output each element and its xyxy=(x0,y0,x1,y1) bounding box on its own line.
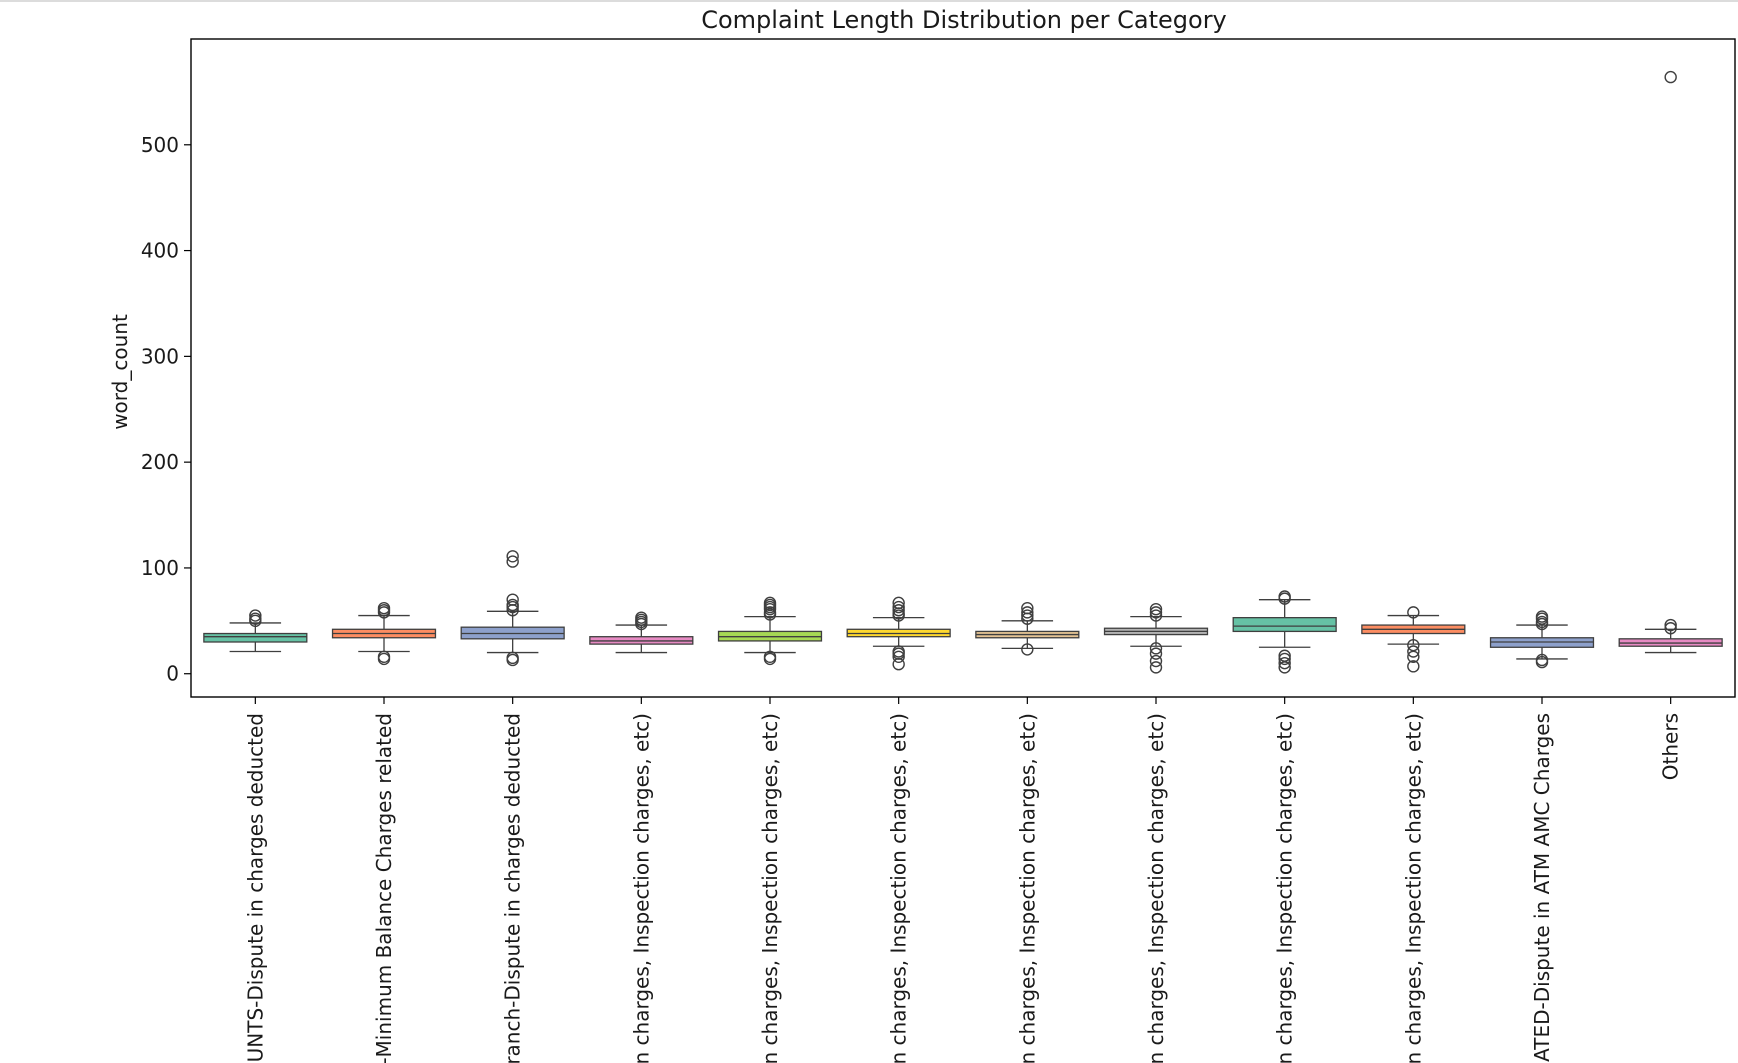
y-tick-label: 300 xyxy=(141,344,179,368)
outlier-point xyxy=(1021,601,1034,615)
outlier-point xyxy=(506,593,519,606)
outlier-point xyxy=(1278,649,1291,662)
outlier-point xyxy=(1149,606,1163,619)
box-iqr xyxy=(1232,617,1337,633)
x-tick-label: n charges, Inspection charges, etc) xyxy=(1144,713,1168,1063)
outlier-point xyxy=(763,596,777,610)
box-group xyxy=(975,601,1080,656)
outlier-point xyxy=(1535,615,1549,629)
outlier-point xyxy=(1407,645,1420,658)
outlier-point xyxy=(1278,590,1291,603)
x-tick-label: n charges, Inspection charges, etc) xyxy=(1273,713,1297,1063)
outlier-point xyxy=(892,596,905,610)
box-group xyxy=(1232,590,1337,674)
outlier-point xyxy=(1021,609,1034,622)
outlier-point xyxy=(506,598,519,612)
outlier-point xyxy=(1149,609,1163,622)
outlier-point xyxy=(1149,642,1163,655)
outlier-point xyxy=(1149,647,1163,660)
box-group xyxy=(1618,70,1723,654)
box-group xyxy=(1489,610,1595,669)
outlier-point xyxy=(763,606,777,619)
box-group xyxy=(203,609,308,653)
box-group xyxy=(1361,606,1466,673)
box-group xyxy=(589,611,694,654)
outlier-point xyxy=(635,611,648,624)
x-tick-label: ATED-Dispute in ATM AMC Charges xyxy=(1530,713,1554,1062)
box-group xyxy=(331,601,437,666)
box-group xyxy=(460,550,565,667)
outlier-point xyxy=(377,650,391,664)
x-tick-label: n charges, Inspection charges, etc) xyxy=(629,713,653,1063)
box-group xyxy=(1103,602,1209,674)
outlier-point xyxy=(249,612,262,625)
outlier-point xyxy=(506,550,519,563)
x-axis: OUNTS-Dispute in charges deducted -Minimu… xyxy=(243,697,1683,1063)
outlier-point xyxy=(377,601,391,615)
outlier-point xyxy=(892,600,905,614)
outlier-point xyxy=(1021,643,1034,656)
outlier-point xyxy=(1278,652,1291,666)
outlier-point xyxy=(249,609,262,622)
x-tick-label: OUNTS-Dispute in charges deducted xyxy=(243,713,267,1063)
outlier-point xyxy=(1664,618,1677,632)
outlier-point xyxy=(1407,638,1420,652)
outlier-point xyxy=(506,651,519,665)
outlier-point xyxy=(1149,654,1163,668)
box-group xyxy=(846,596,951,671)
x-tick-label: n charges, Inspection charges, etc) xyxy=(758,713,782,1063)
y-axis: 0 100 200 300 400 500 xyxy=(141,133,191,686)
outlier-point xyxy=(763,650,777,664)
x-tick-label: Others xyxy=(1659,713,1683,780)
x-tick-label: -Minimum Balance Charges related xyxy=(372,713,396,1063)
y-tick-label: 0 xyxy=(166,662,179,686)
outlier-point xyxy=(892,645,905,658)
outlier-point xyxy=(1664,622,1677,635)
top-divider xyxy=(0,0,1738,2)
outlier-point xyxy=(1278,656,1291,670)
y-axis-label: word_count xyxy=(108,314,132,430)
y-tick-label: 100 xyxy=(141,556,179,580)
y-tick-label: 500 xyxy=(141,133,179,157)
outlier-point xyxy=(1407,606,1420,619)
chart-title: Complaint Length Distribution per Catego… xyxy=(701,6,1227,34)
outlier-point xyxy=(506,555,519,568)
x-tick-label: n charges, Inspection charges, etc) xyxy=(1401,713,1425,1063)
outlier-point xyxy=(1149,661,1163,674)
x-tick-label: n charges, Inspection charges, etc) xyxy=(1015,713,1039,1063)
boxes-layer xyxy=(203,70,1723,674)
y-tick-label: 400 xyxy=(141,239,179,263)
outlier-point xyxy=(1535,653,1549,667)
box-iqr xyxy=(203,632,308,643)
outlier-point xyxy=(1535,610,1549,623)
y-tick-label: 200 xyxy=(141,450,179,474)
plot-frame xyxy=(190,38,1736,698)
x-tick-label: ranch-Dispute in charges deducted xyxy=(501,713,525,1063)
outlier-point xyxy=(1407,660,1420,673)
outlier-point xyxy=(892,650,905,664)
box-group xyxy=(717,596,823,666)
outlier-point xyxy=(1021,606,1034,619)
outlier-point xyxy=(892,604,905,617)
outlier-point xyxy=(1149,602,1163,616)
outlier-point xyxy=(1664,70,1677,84)
x-tick-label: n charges, Inspection charges, etc) xyxy=(887,713,911,1063)
